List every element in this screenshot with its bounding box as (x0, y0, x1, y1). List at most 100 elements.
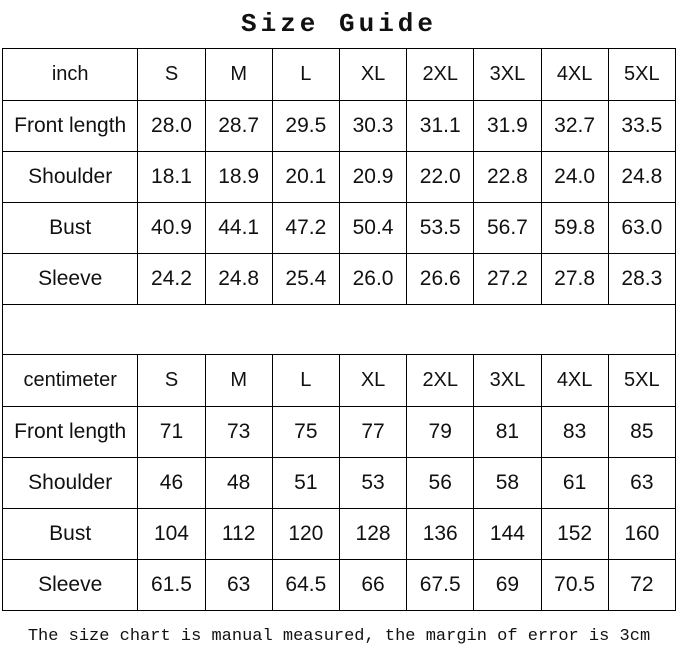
measurement-value: 31.1 (407, 101, 474, 152)
size-header-5xl: 5XL (608, 49, 675, 101)
measurement-label-shoulder: Shoulder (3, 458, 138, 509)
measurement-value: 25.4 (272, 254, 339, 305)
measurement-value: 31.9 (474, 101, 541, 152)
measurement-label-bust: Bust (3, 509, 138, 560)
size-header-l: L (272, 49, 339, 101)
measurement-value: 24.2 (138, 254, 205, 305)
measurement-value: 18.9 (205, 152, 272, 203)
measurement-value: 47.2 (272, 203, 339, 254)
size-header-3xl: 3XL (474, 49, 541, 101)
measurement-note: The size chart is manual measured, the m… (3, 611, 676, 661)
measurement-value: 28.3 (608, 254, 675, 305)
measurement-value: 26.6 (407, 254, 474, 305)
measurement-value: 136 (407, 509, 474, 560)
measurement-value: 58 (474, 458, 541, 509)
measurement-value: 120 (272, 509, 339, 560)
measurement-value: 81 (474, 407, 541, 458)
measurement-value: 85 (608, 407, 675, 458)
page-title: Size Guide (3, 0, 676, 49)
measurement-value: 56 (407, 458, 474, 509)
size-header-s: S (138, 49, 205, 101)
measurement-value: 30.3 (339, 101, 406, 152)
size-header-m: M (205, 355, 272, 407)
size-header-xl: XL (339, 49, 406, 101)
size-header-3xl: 3XL (474, 355, 541, 407)
measurement-value: 50.4 (339, 203, 406, 254)
title-row: Size Guide (3, 0, 676, 49)
measurement-value: 28.0 (138, 101, 205, 152)
measurement-value: 63 (205, 560, 272, 611)
measurement-value: 22.8 (474, 152, 541, 203)
measurement-value: 24.8 (608, 152, 675, 203)
measurement-value: 59.8 (541, 203, 608, 254)
measurement-value: 152 (541, 509, 608, 560)
measurement-value: 46 (138, 458, 205, 509)
measurement-value: 27.2 (474, 254, 541, 305)
measurement-value: 104 (138, 509, 205, 560)
measurement-value: 18.1 (138, 152, 205, 203)
spacer-cell (3, 305, 676, 355)
measurement-label-bust: Bust (3, 203, 138, 254)
measurement-value: 69 (474, 560, 541, 611)
size-header-5xl: 5XL (608, 355, 675, 407)
measurement-value: 66 (339, 560, 406, 611)
size-header-4xl: 4XL (541, 49, 608, 101)
measurement-value: 56.7 (474, 203, 541, 254)
measurement-value: 71 (138, 407, 205, 458)
size-header-2xl: 2XL (407, 355, 474, 407)
measurement-value: 32.7 (541, 101, 608, 152)
measurement-label-sleeve: Sleeve (3, 560, 138, 611)
measurement-value: 53.5 (407, 203, 474, 254)
measurement-value: 112 (205, 509, 272, 560)
measurement-value: 72 (608, 560, 675, 611)
measurement-value: 26.0 (339, 254, 406, 305)
measurement-label-front-length: Front length (3, 101, 138, 152)
measurement-value: 144 (474, 509, 541, 560)
measurement-value: 28.7 (205, 101, 272, 152)
measurement-value: 128 (339, 509, 406, 560)
size-header-4xl: 4XL (541, 355, 608, 407)
measurement-value: 70.5 (541, 560, 608, 611)
measurement-value: 83 (541, 407, 608, 458)
measurement-value: 63 (608, 458, 675, 509)
measurement-value: 160 (608, 509, 675, 560)
size-header-s: S (138, 355, 205, 407)
unit-label-inch: inch (3, 49, 138, 101)
measurement-value: 61.5 (138, 560, 205, 611)
measurement-value: 48 (205, 458, 272, 509)
measurement-value: 53 (339, 458, 406, 509)
measurement-value: 67.5 (407, 560, 474, 611)
measurement-value: 20.9 (339, 152, 406, 203)
measurement-value: 24.0 (541, 152, 608, 203)
size-header-xl: XL (339, 355, 406, 407)
measurement-value: 24.8 (205, 254, 272, 305)
spacer-row (3, 305, 676, 355)
measurement-value: 77 (339, 407, 406, 458)
measurement-value: 40.9 (138, 203, 205, 254)
size-header-m: M (205, 49, 272, 101)
measurement-value: 63.0 (608, 203, 675, 254)
measurement-value: 51 (272, 458, 339, 509)
measurement-value: 33.5 (608, 101, 675, 152)
size-header-l: L (272, 355, 339, 407)
measurement-value: 44.1 (205, 203, 272, 254)
measurement-value: 79 (407, 407, 474, 458)
measurement-label-shoulder: Shoulder (3, 152, 138, 203)
measurement-value: 75 (272, 407, 339, 458)
unit-label-centimeter: centimeter (3, 355, 138, 407)
measurement-label-sleeve: Sleeve (3, 254, 138, 305)
measurement-value: 64.5 (272, 560, 339, 611)
measurement-label-front-length: Front length (3, 407, 138, 458)
size-header-2xl: 2XL (407, 49, 474, 101)
note-row: The size chart is manual measured, the m… (3, 611, 676, 661)
measurement-value: 27.8 (541, 254, 608, 305)
